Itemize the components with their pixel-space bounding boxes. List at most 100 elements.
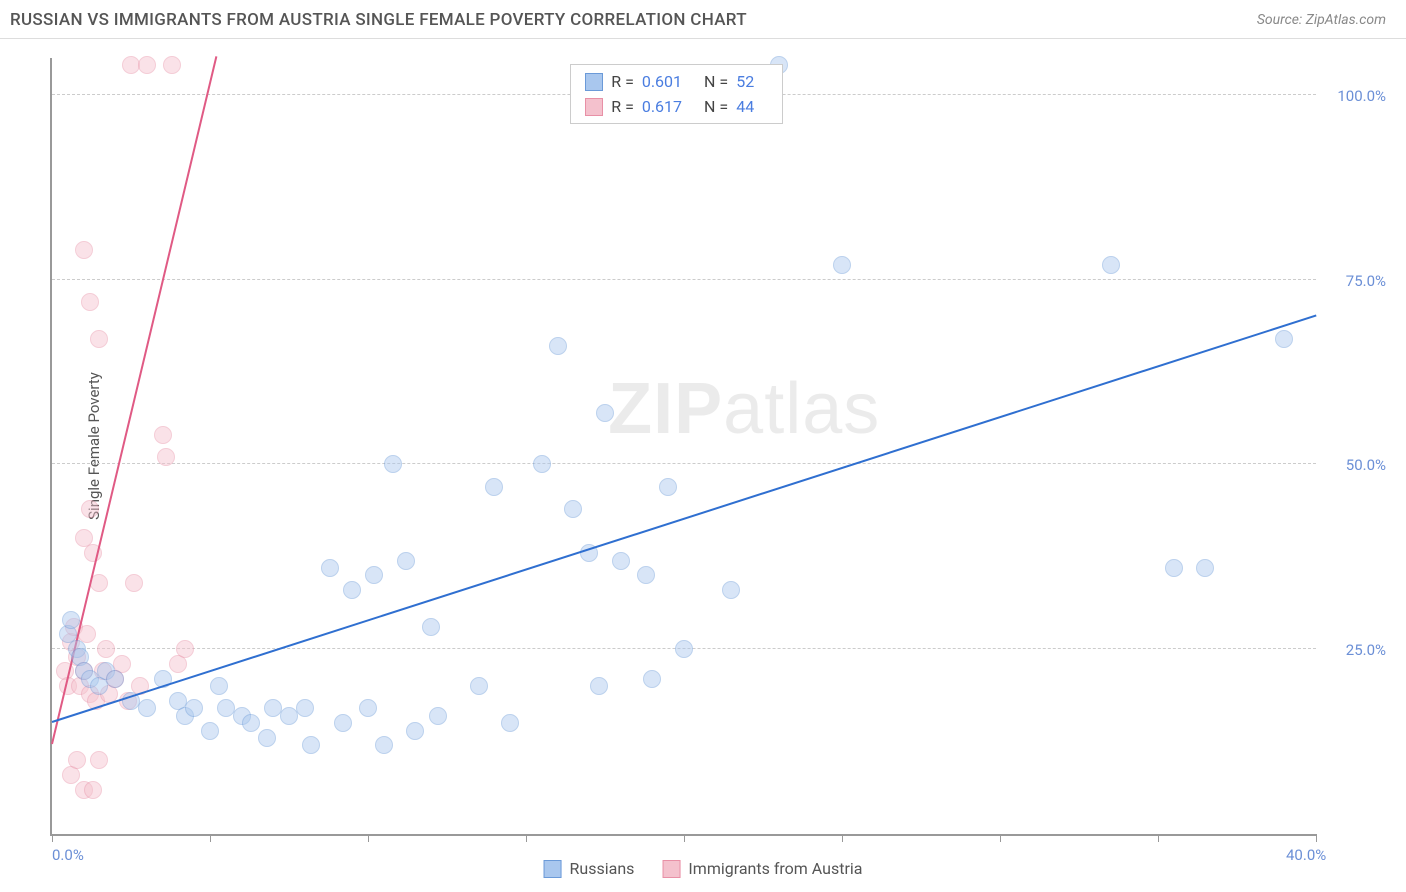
scatter-point: [185, 699, 203, 717]
scatter-point: [138, 699, 156, 717]
r-value: 0.601: [642, 72, 696, 91]
scatter-point: [637, 566, 655, 584]
r-label: R =: [611, 72, 634, 91]
x-tick: [1316, 834, 1317, 842]
x-tick: [842, 834, 843, 842]
legend-item: Russians: [544, 859, 635, 878]
scatter-point: [90, 330, 108, 348]
chart-title: RUSSIAN VS IMMIGRANTS FROM AUSTRIA SINGL…: [10, 10, 747, 30]
n-value: 52: [736, 72, 768, 91]
trend-line: [52, 315, 1317, 723]
x-tick: [368, 834, 369, 842]
scatter-point: [296, 699, 314, 717]
plot-region: Single Female Poverty ZIPatlas 25.0%50.0…: [50, 58, 1316, 836]
gridline: [52, 463, 1316, 464]
scatter-point: [154, 426, 172, 444]
scatter-point: [659, 478, 677, 496]
r-value: 0.617: [642, 97, 696, 116]
scatter-point: [384, 455, 402, 473]
scatter-point: [549, 337, 567, 355]
scatter-point: [406, 722, 424, 740]
scatter-point: [429, 707, 447, 725]
scatter-point: [533, 455, 551, 473]
legend-item: Immigrants from Austria: [662, 859, 862, 878]
scatter-point: [84, 781, 102, 799]
scatter-point: [485, 478, 503, 496]
y-tick-label: 75.0%: [1346, 272, 1386, 290]
source-attribution: Source: ZipAtlas.com: [1257, 12, 1386, 28]
scatter-point: [242, 714, 260, 732]
y-axis-label: Single Female Poverty: [85, 372, 103, 520]
scatter-point: [359, 699, 377, 717]
scatter-point: [138, 56, 156, 74]
x-tick-label: 0.0%: [52, 846, 84, 864]
correlation-legend: R = 0.601 N = 52 R = 0.617 N = 44: [570, 64, 783, 124]
scatter-point: [564, 500, 582, 518]
scatter-point: [106, 670, 124, 688]
n-label: N =: [704, 72, 728, 91]
watermark-bold: ZIP: [608, 369, 723, 449]
legend-row: R = 0.601 N = 52: [571, 69, 782, 94]
watermark-light: atlas: [723, 369, 880, 449]
legend-row: R = 0.617 N = 44: [571, 94, 782, 119]
x-tick: [210, 834, 211, 842]
scatter-point: [1165, 559, 1183, 577]
scatter-point: [375, 736, 393, 754]
scatter-point: [643, 670, 661, 688]
scatter-point: [612, 552, 630, 570]
legend-bottom: Russians Immigrants from Austria: [544, 859, 863, 878]
gridline: [52, 279, 1316, 280]
legend-swatch: [544, 860, 562, 878]
scatter-point: [81, 293, 99, 311]
scatter-point: [90, 751, 108, 769]
x-tick: [1158, 834, 1159, 842]
scatter-point: [157, 448, 175, 466]
legend-swatch: [585, 73, 603, 91]
x-tick: [684, 834, 685, 842]
scatter-point: [675, 640, 693, 658]
scatter-point: [210, 677, 228, 695]
y-tick-label: 50.0%: [1346, 456, 1386, 474]
scatter-point: [176, 640, 194, 658]
scatter-point: [1275, 330, 1293, 348]
n-label: N =: [704, 97, 728, 116]
scatter-point: [833, 256, 851, 274]
scatter-point: [302, 736, 320, 754]
watermark: ZIPatlas: [608, 368, 880, 450]
x-tick: [1000, 834, 1001, 842]
scatter-point: [97, 640, 115, 658]
legend-swatch: [662, 860, 680, 878]
y-tick-label: 100.0%: [1337, 87, 1386, 105]
scatter-point: [125, 574, 143, 592]
scatter-point: [397, 552, 415, 570]
chart-header: RUSSIAN VS IMMIGRANTS FROM AUSTRIA SINGL…: [0, 0, 1406, 39]
chart-area: Single Female Poverty ZIPatlas 25.0%50.0…: [50, 58, 1316, 836]
scatter-point: [422, 618, 440, 636]
scatter-point: [334, 714, 352, 732]
x-tick-label: 40.0%: [1286, 846, 1326, 864]
r-label: R =: [611, 97, 634, 116]
scatter-point: [590, 677, 608, 695]
scatter-point: [596, 404, 614, 422]
scatter-point: [258, 729, 276, 747]
x-tick: [52, 834, 53, 842]
scatter-point: [68, 751, 86, 769]
scatter-point: [501, 714, 519, 732]
n-value: 44: [736, 97, 768, 116]
scatter-point: [62, 611, 80, 629]
scatter-point: [81, 500, 99, 518]
legend-label: Immigrants from Austria: [688, 859, 862, 878]
scatter-point: [75, 241, 93, 259]
scatter-point: [343, 581, 361, 599]
scatter-point: [470, 677, 488, 695]
scatter-point: [201, 722, 219, 740]
scatter-point: [722, 581, 740, 599]
legend-swatch: [585, 98, 603, 116]
scatter-point: [321, 559, 339, 577]
legend-label: Russians: [570, 859, 635, 878]
scatter-point: [1102, 256, 1120, 274]
scatter-point: [163, 56, 181, 74]
x-tick: [526, 834, 527, 842]
y-tick-label: 25.0%: [1346, 641, 1386, 659]
scatter-point: [1196, 559, 1214, 577]
